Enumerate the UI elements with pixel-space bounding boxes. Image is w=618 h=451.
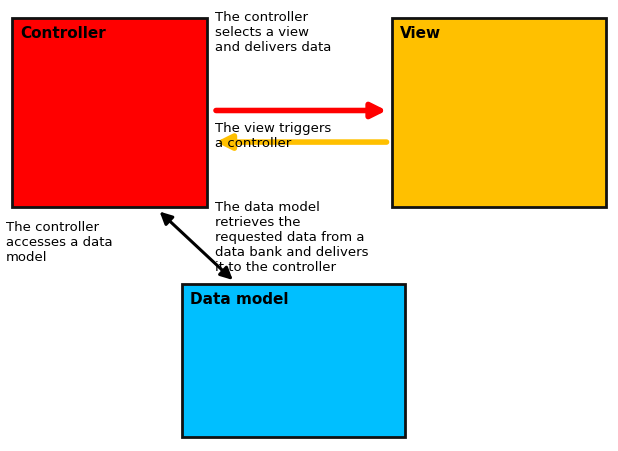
FancyBboxPatch shape (182, 284, 405, 437)
Text: The controller
selects a view
and delivers data: The controller selects a view and delive… (215, 11, 331, 54)
Text: Data model: Data model (190, 292, 288, 307)
FancyBboxPatch shape (12, 18, 207, 207)
Text: The controller
accesses a data
model: The controller accesses a data model (6, 221, 113, 264)
Text: The view triggers
a controller: The view triggers a controller (215, 122, 331, 150)
FancyBboxPatch shape (392, 18, 606, 207)
Text: The data model
retrieves the
requested data from a
data bank and delivers
it to : The data model retrieves the requested d… (215, 201, 368, 274)
Text: View: View (400, 26, 441, 41)
Text: Controller: Controller (20, 26, 106, 41)
